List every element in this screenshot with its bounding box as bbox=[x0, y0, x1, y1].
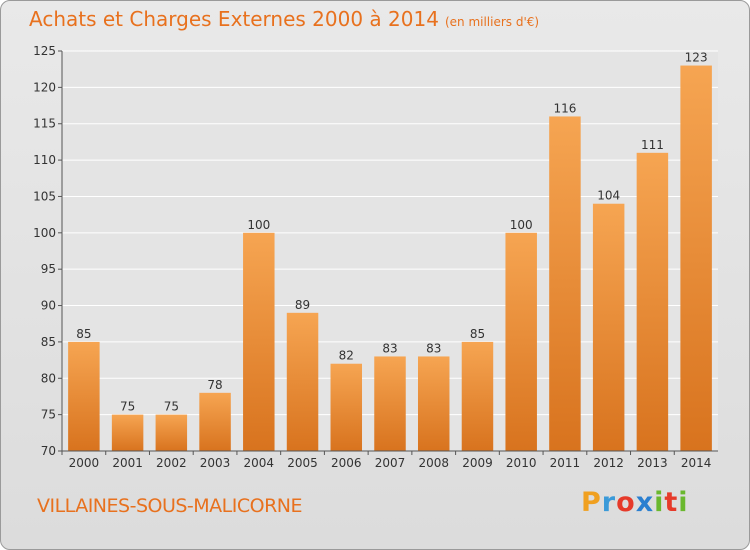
bar-2008 bbox=[417, 356, 450, 451]
data-label: 111 bbox=[641, 138, 664, 152]
y-tick-label: 90 bbox=[41, 299, 56, 313]
y-tick-label: 115 bbox=[33, 117, 56, 131]
x-tick-label: 2003 bbox=[200, 456, 231, 470]
bar-2014 bbox=[680, 65, 712, 451]
y-tick-label: 70 bbox=[41, 444, 56, 458]
data-label: 123 bbox=[685, 51, 708, 65]
x-tick-label: 2012 bbox=[593, 456, 624, 470]
logo-letter: r bbox=[601, 487, 617, 518]
x-tick-label: 2004 bbox=[244, 456, 275, 470]
x-tick-label: 2000 bbox=[69, 456, 100, 470]
bar-2007 bbox=[374, 356, 406, 451]
bar-2001 bbox=[111, 414, 144, 451]
y-tick-label: 100 bbox=[33, 226, 56, 240]
y-tick-label: 75 bbox=[41, 408, 56, 422]
bar-2010 bbox=[505, 232, 537, 451]
y-tick-label: 95 bbox=[41, 262, 56, 276]
data-label: 75 bbox=[120, 400, 135, 414]
data-label: 75 bbox=[164, 400, 179, 414]
x-tick-label: 2006 bbox=[331, 456, 362, 470]
logo-letter: x bbox=[635, 487, 655, 518]
data-label: 100 bbox=[510, 218, 533, 232]
bar-2000 bbox=[68, 341, 100, 451]
logo-letter: i bbox=[678, 487, 689, 518]
chart-title: Achats et Charges Externes 2000 à 2014 (e… bbox=[29, 7, 539, 31]
x-tick-label: 2011 bbox=[550, 456, 581, 470]
axes: 70 75 80 85 90 95 100 105 110 115 120 125 2000 2001 20… bbox=[33, 44, 718, 470]
data-label: 83 bbox=[382, 341, 397, 355]
bar-2002 bbox=[155, 414, 188, 451]
y-tick-label: 110 bbox=[33, 153, 56, 167]
x-tick-label: 2010 bbox=[506, 456, 537, 470]
bar-2009 bbox=[461, 341, 494, 451]
y-tick-label: 85 bbox=[41, 335, 56, 349]
data-label: 82 bbox=[339, 349, 354, 363]
bar-2003 bbox=[199, 392, 231, 451]
bar-2013 bbox=[636, 152, 669, 451]
logo-letter: o bbox=[616, 487, 636, 518]
logo-letter: P bbox=[581, 487, 602, 518]
y-tick-label: 80 bbox=[41, 371, 56, 385]
commune-name: VILLAINES-SOUS-MALICORNE bbox=[37, 495, 303, 517]
bar-2011 bbox=[549, 116, 581, 452]
bars: 85 75 75 78 100 89 82 83 83 85 100 116 104 111 123 bbox=[68, 51, 712, 452]
data-label: 78 bbox=[207, 378, 222, 392]
data-label: 83 bbox=[426, 341, 441, 355]
x-tick-label: 2008 bbox=[418, 456, 449, 470]
y-tick-label: 120 bbox=[33, 80, 56, 94]
x-tick-label: 2014 bbox=[681, 456, 712, 470]
x-tick-label: 2013 bbox=[637, 456, 668, 470]
x-tick-label: 2001 bbox=[112, 456, 143, 470]
data-label: 85 bbox=[76, 327, 91, 341]
data-label: 104 bbox=[597, 189, 620, 203]
logo-letter: t bbox=[664, 487, 679, 518]
bar-2006 bbox=[330, 363, 363, 451]
data-label: 116 bbox=[553, 101, 576, 115]
y-tick-label: 105 bbox=[33, 189, 56, 203]
bar-2004 bbox=[243, 232, 275, 451]
bar-2005 bbox=[286, 312, 319, 451]
data-label: 89 bbox=[295, 298, 310, 312]
x-tick-label: 2005 bbox=[287, 456, 318, 470]
x-tick-label: 2009 bbox=[462, 456, 493, 470]
proxiti-logo: Proxiti bbox=[581, 487, 689, 518]
logo-letter: i bbox=[654, 487, 665, 518]
y-tick-label: 125 bbox=[33, 44, 56, 58]
chart-title-unit: (en milliers d'€) bbox=[444, 15, 540, 29]
data-label: 100 bbox=[247, 218, 270, 232]
chart-title-text: Achats et Charges Externes 2000 à 2014 bbox=[29, 7, 439, 31]
data-label: 85 bbox=[470, 327, 485, 341]
x-tick-label: 2007 bbox=[375, 456, 406, 470]
x-tick-label: 2002 bbox=[156, 456, 187, 470]
bar-2012 bbox=[592, 203, 625, 451]
